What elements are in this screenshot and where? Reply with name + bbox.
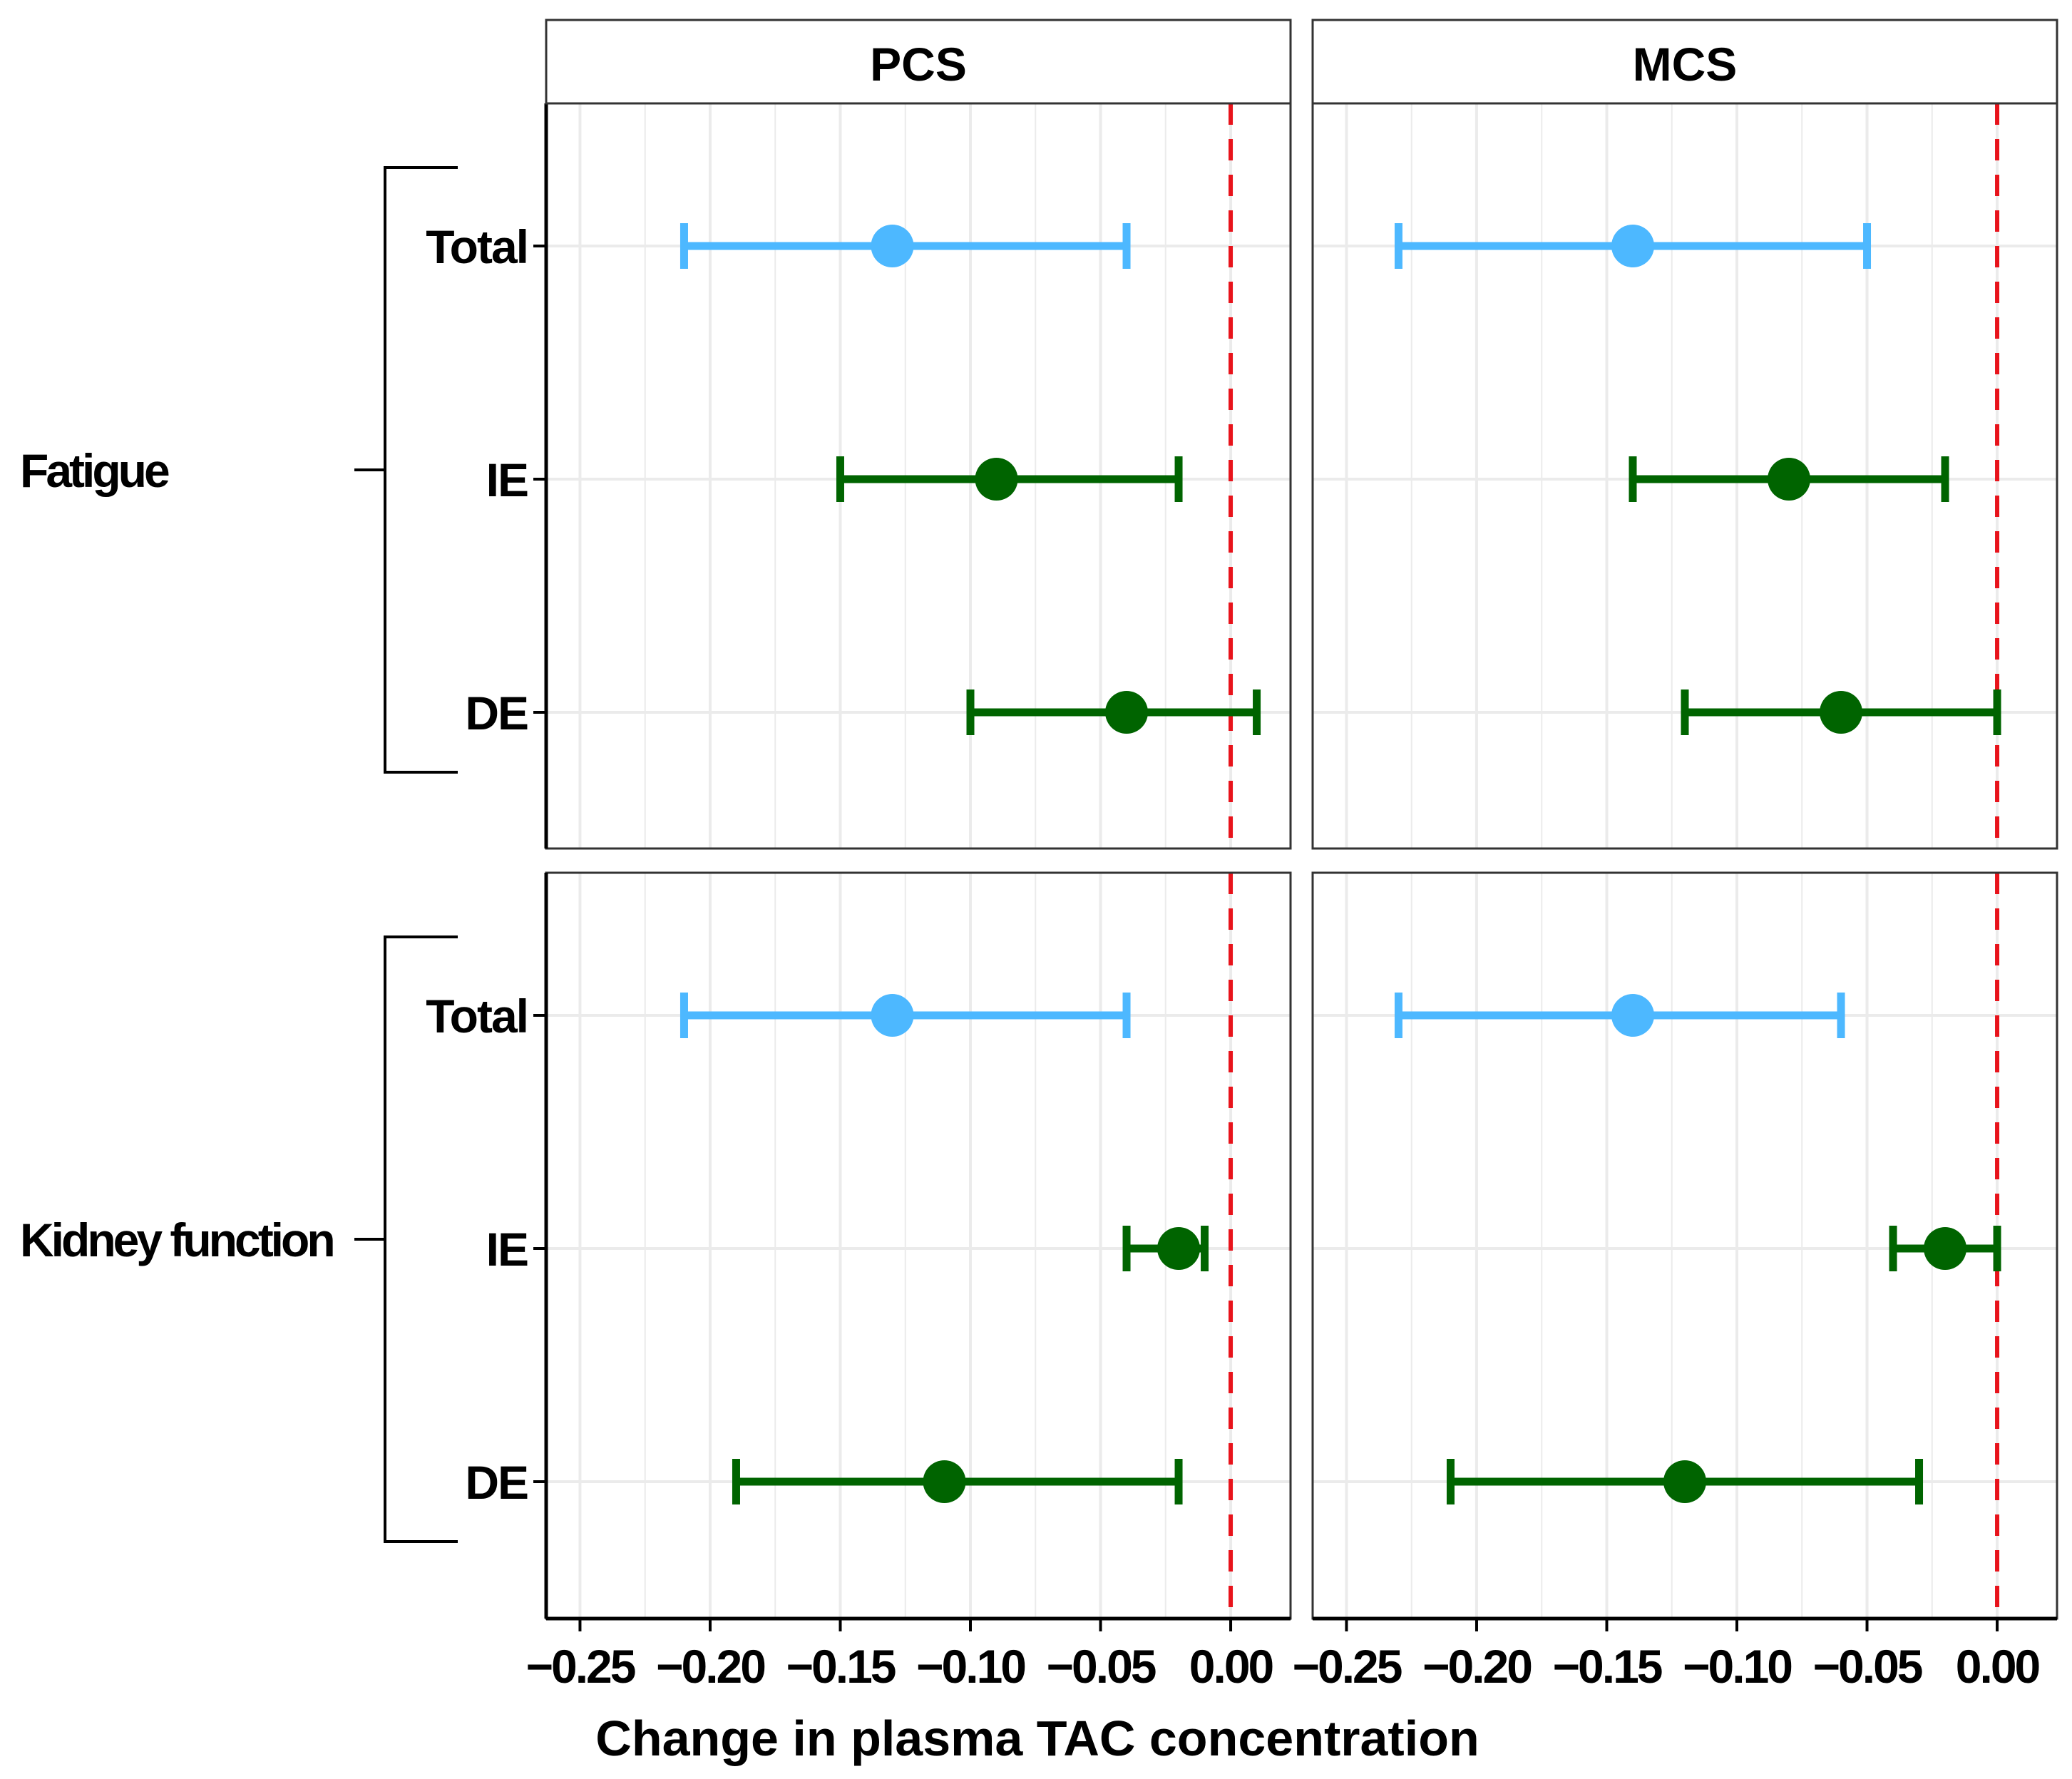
estimate-total	[679, 223, 1131, 269]
x-tick-label: −0.25	[525, 1640, 635, 1693]
estimate-ie	[1122, 1226, 1209, 1271]
y-tick-label-total: Total	[426, 220, 528, 273]
group-bracket-fatigue: Fatigue	[20, 166, 458, 774]
estimate-de	[966, 689, 1261, 735]
panel-fatigue-pcs	[544, 102, 1292, 850]
x-tick-label: −0.10	[916, 1640, 1025, 1693]
estimate-total	[1394, 993, 1845, 1038]
estimate-de	[1446, 1459, 1924, 1504]
point-estimate-de	[1663, 1460, 1706, 1503]
y-tick-label-de: DE	[465, 687, 528, 739]
group-labels-layer: Fatigue Kidney function	[20, 166, 458, 1543]
estimate-de	[1681, 689, 2001, 735]
point-estimate-ie	[1157, 1227, 1201, 1270]
estimate-total	[1394, 223, 1872, 269]
group-bracket-kidney-function: Kidney function	[20, 935, 458, 1543]
point-estimate-de	[1105, 691, 1149, 734]
estimate-de	[732, 1459, 1183, 1504]
estimate-ie	[1629, 456, 1949, 502]
x-tick-label: −0.20	[656, 1640, 764, 1693]
estimate-ie	[836, 456, 1183, 502]
point-estimate-ie	[1924, 1227, 1967, 1270]
x-tick-label: −0.15	[786, 1640, 895, 1693]
y-tick-label-ie: IE	[486, 1223, 528, 1276]
y-tick-label-ie: IE	[486, 453, 528, 506]
strips-layer: PCS MCS	[545, 19, 2058, 105]
strip-label-pcs: PCS	[870, 38, 967, 91]
y-tick-label-total: Total	[426, 990, 528, 1042]
x-tick-label: −0.20	[1422, 1640, 1531, 1693]
x-tick-label: −0.15	[1552, 1640, 1661, 1693]
panel-kidney-function-pcs	[544, 871, 1292, 1621]
strip-mcs	[1311, 19, 2058, 105]
point-estimate-total	[871, 994, 914, 1037]
panel-kidney-function-mcs	[1311, 871, 2058, 1621]
x-axis-title: Change in plasma TAC concentration	[595, 1711, 1479, 1766]
point-estimate-ie	[1768, 458, 1811, 501]
y-tick-label-de: DE	[465, 1456, 528, 1509]
group-label-fatigue: Fatigue	[20, 444, 169, 497]
point-estimate-total	[1611, 994, 1654, 1037]
x-tick-label: −0.05	[1813, 1640, 1922, 1693]
point-estimate-total	[871, 225, 914, 267]
x-tick-label: 0.00	[1189, 1640, 1273, 1693]
x-tick-label: −0.05	[1047, 1640, 1156, 1693]
group-label-kidney-function: Kidney function	[20, 1214, 333, 1266]
point-estimate-ie	[975, 458, 1018, 501]
x-tick-label: 0.00	[1956, 1640, 2039, 1693]
panel-fatigue-mcs	[1311, 102, 2058, 850]
strip-pcs	[545, 19, 1292, 105]
point-estimate-de	[1820, 691, 1863, 734]
x-tick-label: −0.10	[1683, 1640, 1791, 1693]
estimate-total	[679, 993, 1131, 1038]
point-estimate-de	[923, 1460, 966, 1503]
panels-layer	[544, 102, 2058, 1621]
estimate-ie	[1889, 1226, 2001, 1271]
strip-label-mcs: MCS	[1633, 38, 1738, 91]
axes-layer: Total IE DE Total IE DE −0.25 −0.20 −0.15 −0.10 −0…	[426, 220, 2041, 1693]
point-estimate-total	[1611, 225, 1654, 267]
x-tick-label: −0.25	[1292, 1640, 1401, 1693]
